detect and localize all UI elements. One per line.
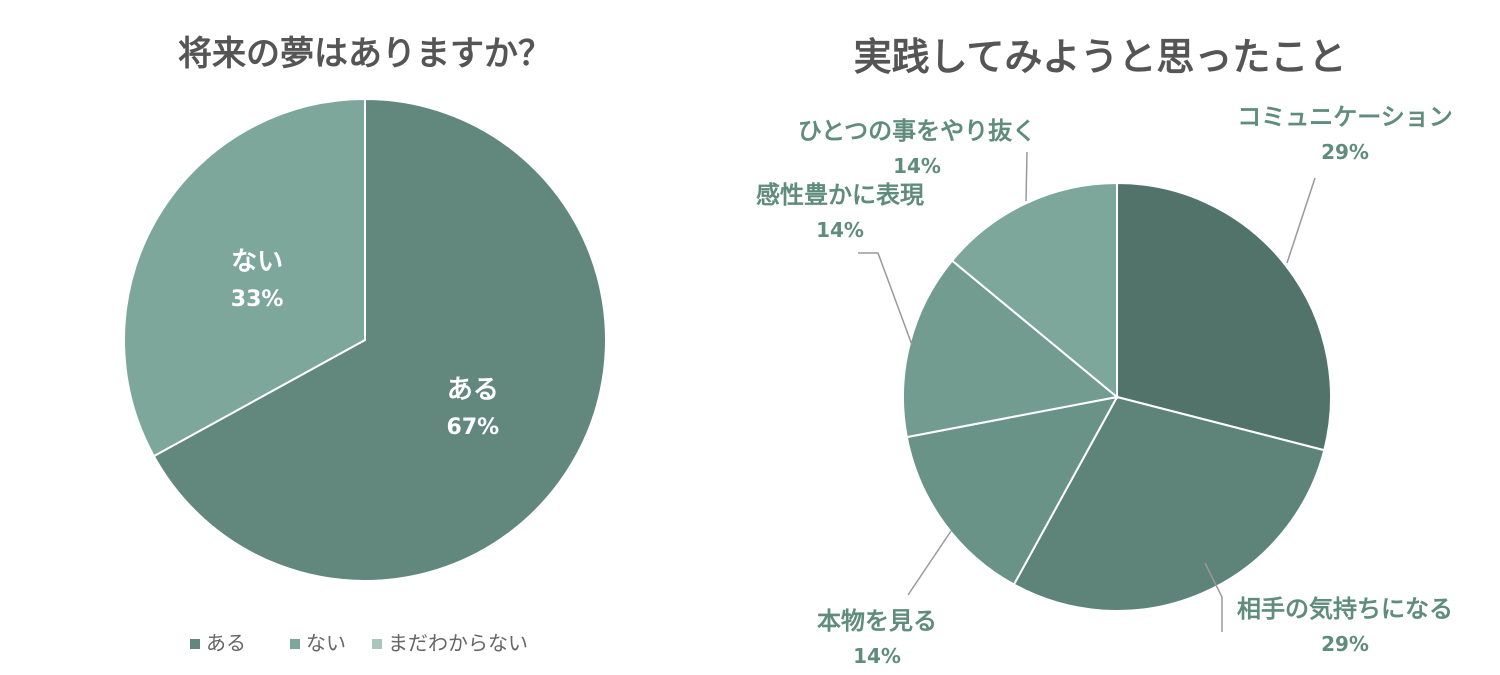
pie-left-slice-0: [152, 97, 607, 582]
chart-left-title: 将来の夢はありますか？: [178, 34, 552, 74]
pie-left-slice-value-1: 33%: [231, 287, 284, 312]
legend-label-2: まだわからない: [388, 631, 528, 655]
chart-right: 実践してみようと思ったこと コミュニケーション 29% 相手の気持ちになる 29% 本物…: [756, 35, 1453, 668]
pie-left-slice-value-0: 67%: [447, 415, 500, 440]
leader-line-4: [1025, 151, 1028, 202]
pie-right-slice-0: [1116, 181, 1332, 452]
leader-line-0: [1286, 177, 1316, 264]
pie-right: [902, 181, 1332, 612]
pie-left-slice-label-1: ない: [231, 247, 283, 277]
legend-label-1: ない: [306, 631, 346, 655]
legend-label-0: ある: [206, 631, 246, 655]
pie-right-label-1: 相手の気持ちになる: [1237, 595, 1453, 623]
pie-right-value-2: 14%: [853, 644, 901, 668]
pie-right-label-2: 本物を見る: [817, 607, 937, 635]
pie-right-value-3: 14%: [816, 218, 864, 242]
pie-right-label-0: コミュニケーション: [1237, 103, 1453, 131]
legend-swatch-1: [290, 639, 300, 649]
pie-right-value-1: 29%: [1321, 632, 1369, 656]
chart-right-title: 実践してみようと思ったこと: [854, 35, 1347, 79]
legend-left: ある ない まだわからない: [190, 631, 528, 655]
labels-right: コミュニケーション 29% 相手の気持ちになる 29% 本物を見る 14% 感性豊かに表現 1…: [756, 103, 1453, 668]
pie-right-slice-2: [905, 395, 1119, 586]
pie-right-value-4: 14%: [893, 154, 941, 178]
pie-right-value-0: 29%: [1321, 140, 1369, 164]
leader-line-1: [1204, 562, 1223, 632]
pie-right-slice-1: [1012, 395, 1326, 612]
pie-right-slice-3: [902, 259, 1120, 439]
legend-swatch-0: [190, 639, 200, 649]
leader-line-3: [858, 252, 913, 346]
pie-left: ある 67% ない 33%: [123, 97, 607, 582]
pie-left-slice-label-0: ある: [447, 375, 499, 405]
leader-line-2: [907, 530, 952, 596]
pie-right-slice-4: [950, 181, 1118, 400]
pie-left-slice-1: [123, 97, 366, 458]
pie-right-label-3: 感性豊かに表現: [756, 181, 924, 209]
pie-right-label-4: ひとつの事をやり抜く: [798, 117, 1036, 145]
legend-swatch-2: [372, 639, 382, 649]
